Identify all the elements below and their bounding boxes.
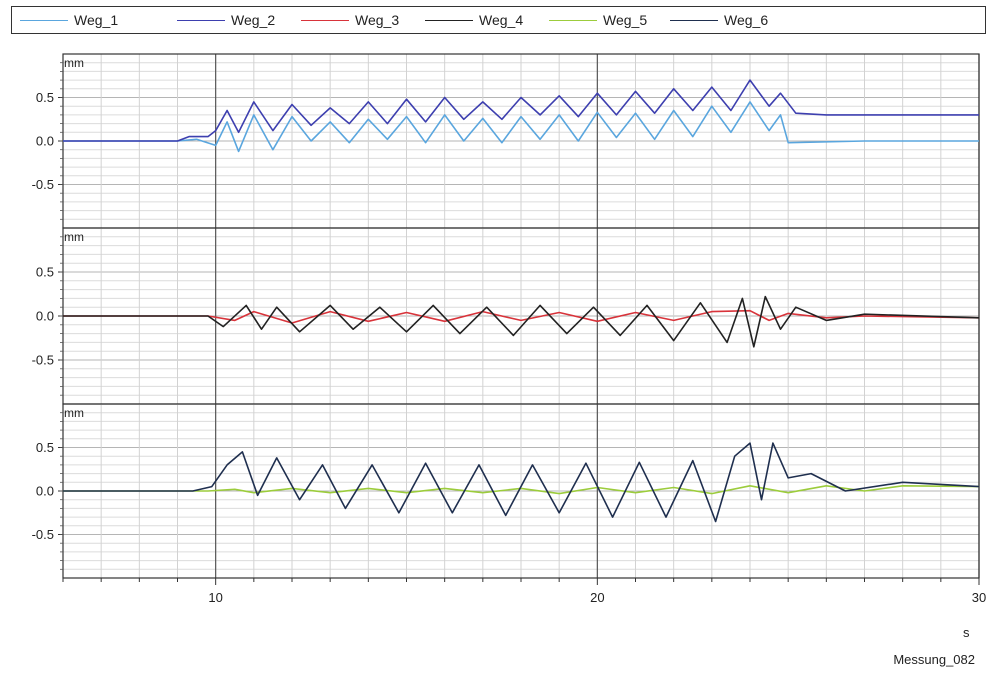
legend-item-weg_6: Weg_6: [670, 7, 768, 33]
legend-swatch: [20, 19, 68, 21]
legend-label: Weg_4: [479, 12, 524, 28]
legend-swatch: [301, 19, 349, 21]
y-tick-label: -0.5: [32, 177, 54, 192]
x-tick-label: 30: [972, 590, 986, 605]
legend-label: Weg_3: [355, 12, 400, 28]
legend-label: Weg_6: [724, 12, 769, 28]
series-line-weg_6: [63, 442, 980, 523]
series-line-weg_3: [63, 309, 980, 324]
legend-label: Weg_5: [603, 12, 648, 28]
legend-swatch: [670, 19, 718, 21]
y-axis-unit: mm: [64, 406, 84, 420]
y-tick-label: 0.5: [36, 90, 54, 105]
legend-label: Weg_2: [231, 12, 276, 28]
series-line-weg_2: [63, 79, 979, 142]
series-line-weg_4: [63, 295, 980, 348]
y-tick-label: 0.5: [36, 265, 54, 280]
legend-item-weg_2: Weg_2: [177, 7, 275, 33]
series-line-weg_1: [63, 101, 979, 153]
legend: Weg_1 Weg_2 Weg_3 Weg_4 Weg_5 Weg_6: [11, 6, 986, 34]
legend-item-weg_1: Weg_1: [20, 7, 118, 33]
legend-item-weg_5: Weg_5: [549, 7, 647, 33]
x-tick-label: 20: [590, 590, 604, 605]
y-axis-unit: mm: [64, 56, 84, 70]
y-tick-label: 0.5: [36, 440, 54, 455]
legend-item-weg_4: Weg_4: [425, 7, 523, 33]
y-tick-label: -0.5: [32, 527, 54, 542]
y-tick-label: 0.0: [36, 484, 54, 499]
legend-swatch: [549, 19, 597, 21]
series-line-weg_5: [63, 484, 980, 495]
y-tick-label: 0.0: [36, 309, 54, 324]
x-tick-label: 10: [208, 590, 222, 605]
legend-item-weg_3: Weg_3: [301, 7, 399, 33]
y-axis-unit: mm: [64, 230, 84, 244]
legend-swatch: [177, 19, 225, 21]
measurement-label: Messung_082: [893, 652, 975, 667]
legend-swatch: [425, 19, 473, 21]
y-tick-label: 0.0: [36, 134, 54, 149]
x-axis-unit: s: [963, 625, 970, 640]
legend-label: Weg_1: [74, 12, 119, 28]
y-tick-label: -0.5: [32, 353, 54, 368]
